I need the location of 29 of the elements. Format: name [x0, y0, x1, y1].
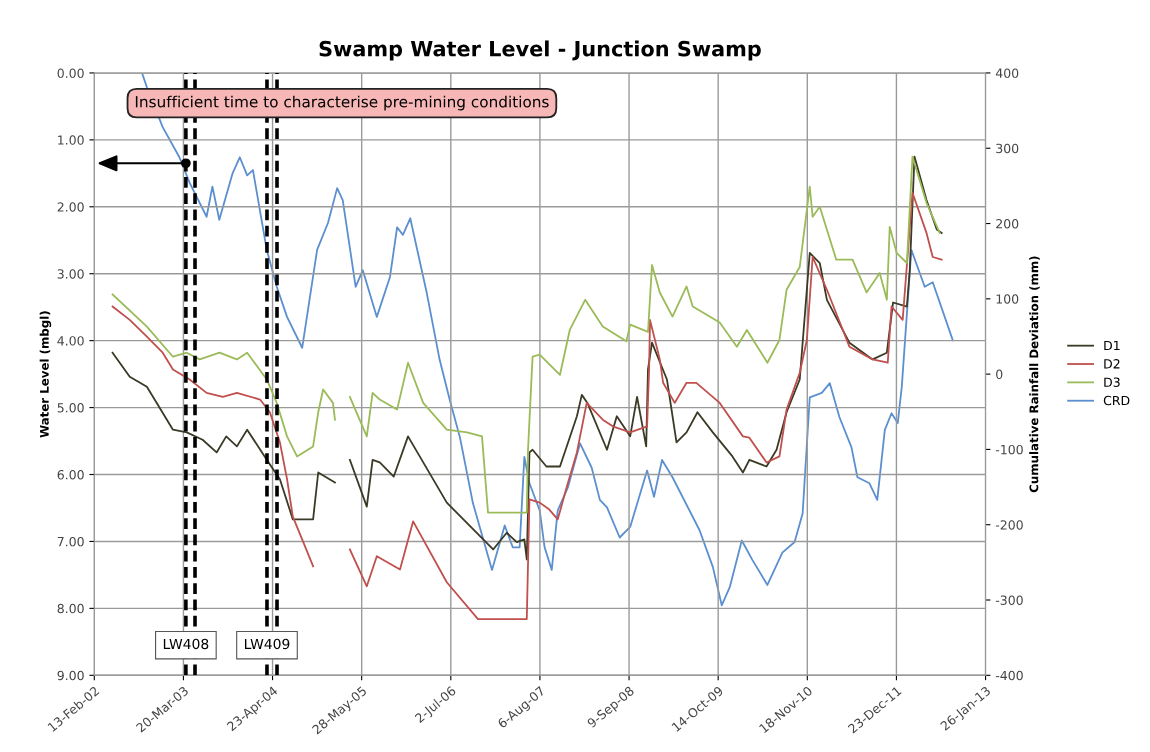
y2-tick-label: -300 [995, 595, 1023, 605]
y-axis-title: Water Level (mbgl) [39, 311, 52, 438]
y2-tick-label: -100 [995, 444, 1023, 455]
y2-axis-title: Cumulative Rainfall Deviation (mm) [1029, 256, 1040, 493]
ref-line-label: LW408 [163, 638, 209, 650]
y-tick-label: 9.00 [57, 670, 84, 681]
annotation: Insufficient time to characterise pre-mining conditions [135, 95, 549, 111]
legend-label: D1 [1104, 340, 1120, 351]
y-tick-label: 0.00 [57, 68, 84, 78]
y2-tick-label: 300 [996, 143, 1019, 154]
ref-line-label: LW409 [244, 638, 290, 650]
y-tick-label: 3.00 [57, 269, 84, 279]
y2-tick-label: 400 [995, 68, 1019, 78]
legend-label: D2 [1104, 359, 1120, 369]
y-tick-label: 5.00 [57, 403, 84, 413]
legend-label: D3 [1104, 377, 1120, 387]
y2-tick-label: -200 [995, 520, 1023, 530]
y2-tick-label: 0 [996, 369, 1003, 380]
y-tick-label: 1.00 [58, 135, 84, 145]
y2-tick-label: 200 [996, 219, 1019, 229]
y2-tick-label: -400 [995, 670, 1023, 681]
y-tick-label: 2.00 [57, 202, 84, 212]
y-tick-label: 8.00 [57, 603, 84, 614]
chart-title: Swamp Water Level - Junction Swamp [319, 40, 761, 61]
y-tick-label: 6.00 [57, 469, 84, 480]
y2-tick-label: 100 [996, 294, 1019, 304]
y-tick-label: 7.00 [57, 536, 84, 547]
legend-label: CRD [1103, 395, 1130, 406]
y-tick-label: 4.00 [57, 336, 84, 346]
